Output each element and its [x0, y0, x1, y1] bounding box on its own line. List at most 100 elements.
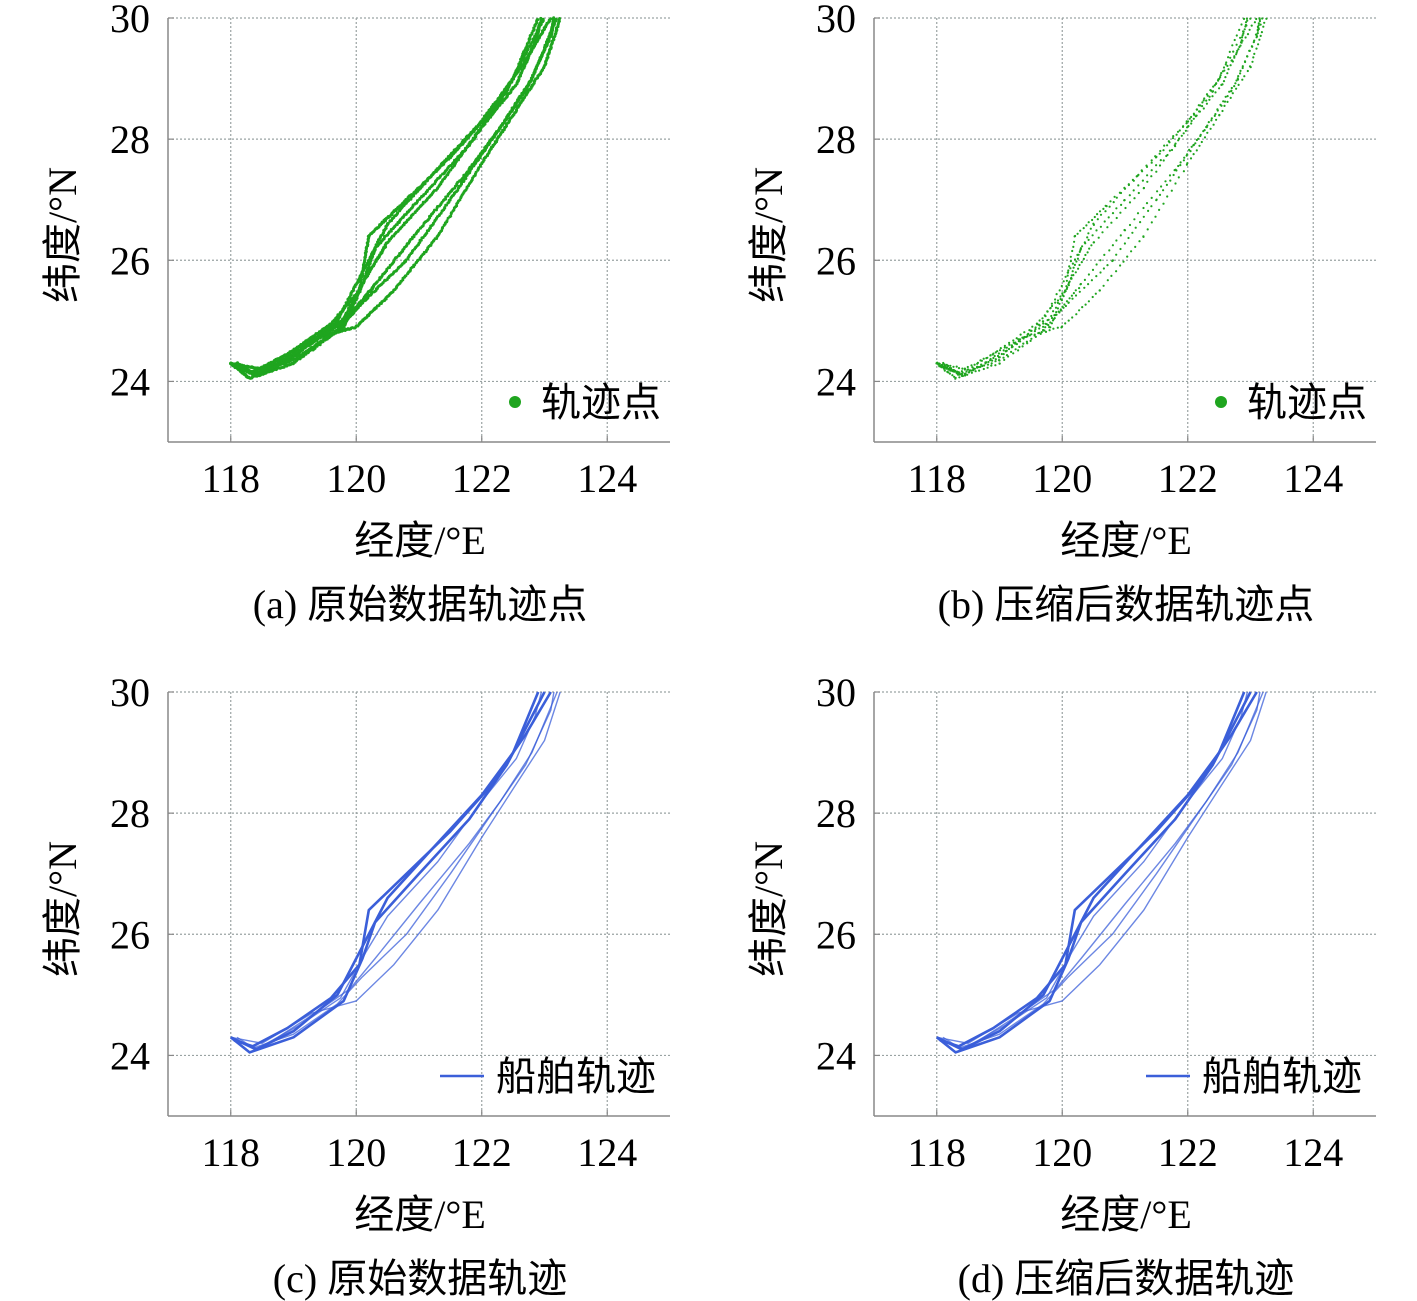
data-point — [1244, 21, 1248, 24]
data-point — [957, 373, 960, 376]
data-point — [1139, 221, 1142, 224]
data-point — [1049, 307, 1052, 310]
data-point — [1243, 28, 1246, 31]
data-point — [1095, 263, 1098, 266]
data-point — [1119, 234, 1122, 237]
data-point — [1054, 306, 1058, 309]
data-point — [1087, 300, 1090, 303]
data-point — [1233, 38, 1236, 42]
data-point — [1162, 149, 1165, 152]
data-point — [1241, 78, 1244, 81]
data-point — [1192, 117, 1195, 120]
data-point — [990, 364, 993, 367]
data-point — [935, 361, 939, 364]
data-point — [1203, 97, 1206, 100]
data-point — [1091, 268, 1095, 271]
data-point — [552, 16, 556, 20]
data-point — [1095, 229, 1098, 232]
data-point — [1253, 52, 1256, 56]
data-point — [1142, 206, 1145, 210]
data-point — [1208, 95, 1211, 98]
data-point — [1221, 83, 1224, 86]
data-point — [1228, 50, 1231, 54]
data-point — [1203, 136, 1207, 139]
data-point — [443, 206, 447, 209]
x-axis-label: 经度/°E — [1060, 518, 1192, 563]
data-point — [1002, 353, 1005, 356]
data-point — [1225, 61, 1228, 64]
data-point — [1068, 297, 1071, 300]
data-point — [1027, 332, 1030, 335]
data-point — [1075, 313, 1078, 316]
data-point — [1206, 94, 1209, 97]
data-point — [1237, 48, 1240, 51]
data-point — [1150, 175, 1153, 178]
data-point — [1079, 229, 1082, 232]
x-tick-label: 124 — [1283, 1130, 1343, 1175]
data-point — [1202, 107, 1205, 110]
data-point — [1235, 43, 1238, 46]
data-point — [1108, 205, 1111, 208]
data-point — [961, 374, 964, 377]
data-point — [1030, 337, 1033, 340]
data-point — [1082, 257, 1085, 260]
data-point — [1012, 341, 1015, 344]
data-point — [979, 365, 982, 368]
data-point — [1066, 286, 1069, 289]
legend-label: 船舶轨迹 — [1202, 1054, 1362, 1099]
x-tick-label: 124 — [577, 1130, 637, 1175]
data-point — [1120, 203, 1123, 206]
data-point — [1077, 267, 1080, 270]
data-point — [1211, 90, 1215, 93]
data-point — [1203, 129, 1206, 132]
data-point — [1104, 210, 1107, 213]
data-point — [1231, 92, 1234, 95]
data-point — [1227, 56, 1230, 59]
data-point — [1051, 319, 1055, 322]
data-point — [1177, 164, 1180, 168]
data-point — [1098, 210, 1102, 213]
data-point — [1218, 87, 1221, 90]
data-point — [1002, 356, 1005, 359]
data-point — [965, 370, 968, 373]
data-point — [1155, 155, 1158, 158]
data-point — [1165, 183, 1168, 186]
series-line — [233, 691, 552, 1048]
data-point — [1248, 28, 1251, 31]
data-point — [1008, 341, 1011, 344]
data-point — [1150, 161, 1153, 164]
data-point — [963, 367, 966, 370]
data-point — [1185, 154, 1188, 157]
data-point — [1005, 346, 1008, 349]
data-point — [1179, 161, 1182, 164]
data-point — [1111, 244, 1114, 247]
data-point — [1150, 221, 1153, 224]
data-point — [1231, 60, 1234, 63]
data-point — [1025, 340, 1028, 343]
data-point — [989, 359, 992, 362]
data-point — [1211, 95, 1214, 98]
data-point — [1102, 207, 1105, 210]
data-point — [946, 366, 949, 369]
data-point — [1256, 31, 1259, 35]
data-point — [1038, 319, 1041, 322]
data-point — [1056, 307, 1059, 310]
y-tick-label: 26 — [816, 912, 856, 957]
data-point — [1118, 191, 1121, 194]
data-point — [1209, 127, 1212, 130]
data-point — [1003, 346, 1006, 349]
data-point — [1240, 41, 1243, 44]
data-point — [1255, 17, 1258, 21]
data-point — [417, 228, 420, 232]
chart-panel-d: 118 120 122 124 24 26 28 30 经度/°E 纬度/°N (d) 压缩后数据轨… — [746, 670, 1376, 1301]
y-tick-label: 24 — [816, 359, 856, 404]
data-point — [1131, 178, 1134, 181]
data-point — [1022, 337, 1025, 340]
data-point — [943, 369, 946, 372]
data-point — [1071, 270, 1074, 273]
data-point — [1198, 110, 1201, 113]
data-point — [1170, 148, 1174, 152]
legend: 轨迹点 — [509, 380, 661, 425]
data-point — [1058, 302, 1061, 305]
data-point — [1102, 284, 1105, 287]
